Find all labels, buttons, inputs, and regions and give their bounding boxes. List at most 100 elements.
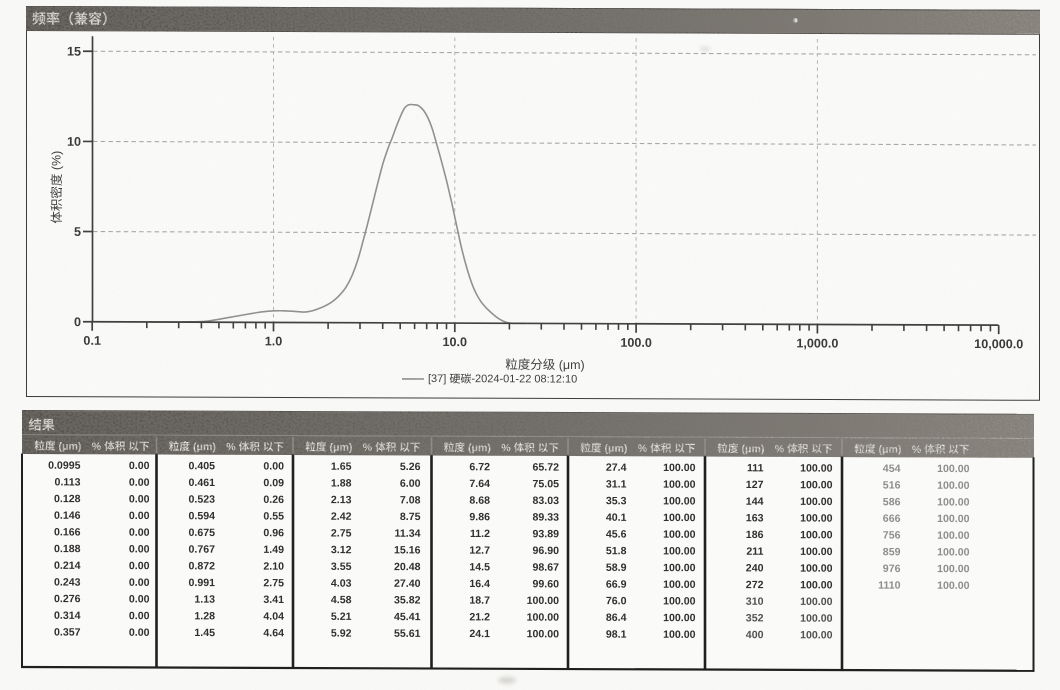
svg-text:100.00: 100.00 — [663, 562, 696, 574]
svg-text:1110: 1110 — [878, 580, 901, 592]
svg-text:7.64: 7.64 — [469, 478, 490, 490]
svg-text:186: 186 — [746, 529, 764, 541]
svg-text:5.92: 5.92 — [331, 628, 352, 640]
svg-text:96.90: 96.90 — [532, 545, 559, 557]
svg-text:100.00: 100.00 — [800, 563, 833, 575]
svg-text:(μm): (μm) — [327, 442, 353, 454]
svg-text:0.675: 0.675 — [188, 527, 215, 539]
svg-text:0.00: 0.00 — [129, 577, 150, 589]
svg-text:211: 211 — [746, 546, 763, 558]
svg-text:100.00: 100.00 — [800, 479, 833, 491]
svg-text:(μm): (μm) — [190, 441, 216, 453]
svg-text:99.60: 99.60 — [532, 578, 559, 590]
svg-text:100.00: 100.00 — [663, 512, 696, 524]
svg-text:35.3: 35.3 — [606, 495, 627, 507]
svg-text:4.04: 4.04 — [263, 611, 284, 623]
svg-text:0.09: 0.09 — [263, 477, 284, 489]
svg-text:2.75: 2.75 — [331, 527, 352, 539]
svg-text:(μm): (μm) — [56, 441, 82, 453]
svg-text:0.357: 0.357 — [54, 627, 81, 639]
svg-text:0.00: 0.00 — [129, 627, 150, 639]
svg-text:5: 5 — [74, 225, 81, 239]
svg-text:0.00: 0.00 — [129, 610, 150, 622]
svg-text:100.00: 100.00 — [937, 563, 970, 575]
svg-text:100.00: 100.00 — [800, 629, 833, 641]
svg-text:0.146: 0.146 — [54, 510, 81, 522]
svg-text:0.594: 0.594 — [188, 510, 215, 522]
svg-text:111: 111 — [747, 462, 764, 474]
svg-text:6.72: 6.72 — [469, 461, 490, 473]
svg-text:(μm): (μm) — [555, 358, 584, 372]
svg-text:0.00: 0.00 — [129, 493, 150, 505]
svg-text:10,000.0: 10,000.0 — [974, 337, 1023, 351]
svg-text:98.67: 98.67 — [532, 562, 559, 574]
svg-text:0.128: 0.128 — [54, 493, 81, 505]
svg-text:58.9: 58.9 — [606, 562, 627, 574]
svg-text:(μm): (μm) — [602, 443, 628, 455]
svg-text:100.00: 100.00 — [663, 595, 696, 607]
svg-text:21.2: 21.2 — [469, 611, 490, 623]
svg-text:0.276: 0.276 — [54, 593, 81, 605]
svg-text:16.4: 16.4 — [469, 578, 490, 590]
svg-text:0.872: 0.872 — [188, 560, 215, 572]
svg-text:(μm): (μm) — [876, 444, 902, 456]
svg-text:352: 352 — [746, 612, 764, 624]
svg-text:%: % — [912, 444, 924, 456]
svg-text:100.00: 100.00 — [937, 513, 970, 525]
svg-text:100.00: 100.00 — [800, 463, 833, 475]
svg-text:4.64: 4.64 — [263, 627, 284, 639]
svg-text:(μm): (μm) — [739, 443, 765, 455]
svg-text:586: 586 — [883, 496, 901, 508]
svg-text:9.86: 9.86 — [469, 511, 490, 523]
svg-text:0.243: 0.243 — [54, 577, 81, 589]
svg-text:6.00: 6.00 — [400, 478, 421, 490]
svg-text:100.00: 100.00 — [937, 530, 970, 542]
svg-text:0.405: 0.405 — [188, 460, 215, 472]
svg-text:8.68: 8.68 — [469, 495, 490, 507]
svg-text:127: 127 — [746, 479, 764, 491]
svg-text:100.00: 100.00 — [800, 596, 833, 608]
svg-text:454: 454 — [883, 463, 901, 475]
svg-text:0: 0 — [74, 315, 81, 329]
svg-text:100.00: 100.00 — [663, 629, 696, 641]
svg-text:5.21: 5.21 — [331, 611, 352, 623]
svg-text:5.26: 5.26 — [400, 461, 421, 473]
svg-text:0.0995: 0.0995 — [48, 460, 81, 472]
svg-text:516: 516 — [883, 480, 901, 492]
svg-text:3.12: 3.12 — [331, 544, 352, 556]
svg-text:76.0: 76.0 — [606, 595, 627, 607]
svg-text:0.214: 0.214 — [54, 560, 81, 572]
svg-text:14.5: 14.5 — [469, 561, 490, 573]
svg-text:[37]: [37] — [428, 373, 449, 385]
svg-text:%: % — [363, 442, 375, 454]
svg-text:89.33: 89.33 — [532, 512, 559, 524]
svg-text:(%): (%) — [50, 151, 64, 174]
svg-text:100.00: 100.00 — [800, 579, 833, 591]
svg-text:0.461: 0.461 — [188, 477, 215, 489]
svg-text:1.88: 1.88 — [331, 477, 352, 489]
svg-text:100.00: 100.00 — [663, 479, 696, 491]
svg-text:1.13: 1.13 — [194, 594, 215, 606]
svg-text:1.28: 1.28 — [194, 610, 215, 622]
svg-text:3.55: 3.55 — [331, 561, 352, 573]
svg-text:100.00: 100.00 — [663, 612, 696, 624]
svg-text:0.00: 0.00 — [129, 460, 150, 472]
svg-text:65.72: 65.72 — [532, 462, 559, 474]
svg-text:100.00: 100.00 — [800, 496, 833, 508]
svg-text:1.65: 1.65 — [331, 461, 352, 473]
svg-text:18.7: 18.7 — [469, 595, 490, 607]
svg-text:(μm): (μm) — [465, 442, 491, 454]
svg-text:666: 666 — [883, 513, 901, 525]
svg-text:272: 272 — [746, 579, 764, 591]
svg-text:11.2: 11.2 — [470, 528, 490, 540]
svg-text:7.08: 7.08 — [400, 494, 421, 506]
svg-text:27.40: 27.40 — [394, 578, 421, 590]
svg-text:0.96: 0.96 — [263, 527, 284, 539]
svg-text:0.00: 0.00 — [129, 510, 150, 522]
svg-text:%: % — [638, 443, 650, 455]
svg-text:1,000.0: 1,000.0 — [796, 336, 838, 350]
svg-text:100.00: 100.00 — [800, 613, 833, 625]
svg-text:100.0: 100.0 — [620, 336, 652, 350]
svg-text:240: 240 — [746, 562, 764, 574]
svg-text:100.00: 100.00 — [663, 529, 696, 541]
